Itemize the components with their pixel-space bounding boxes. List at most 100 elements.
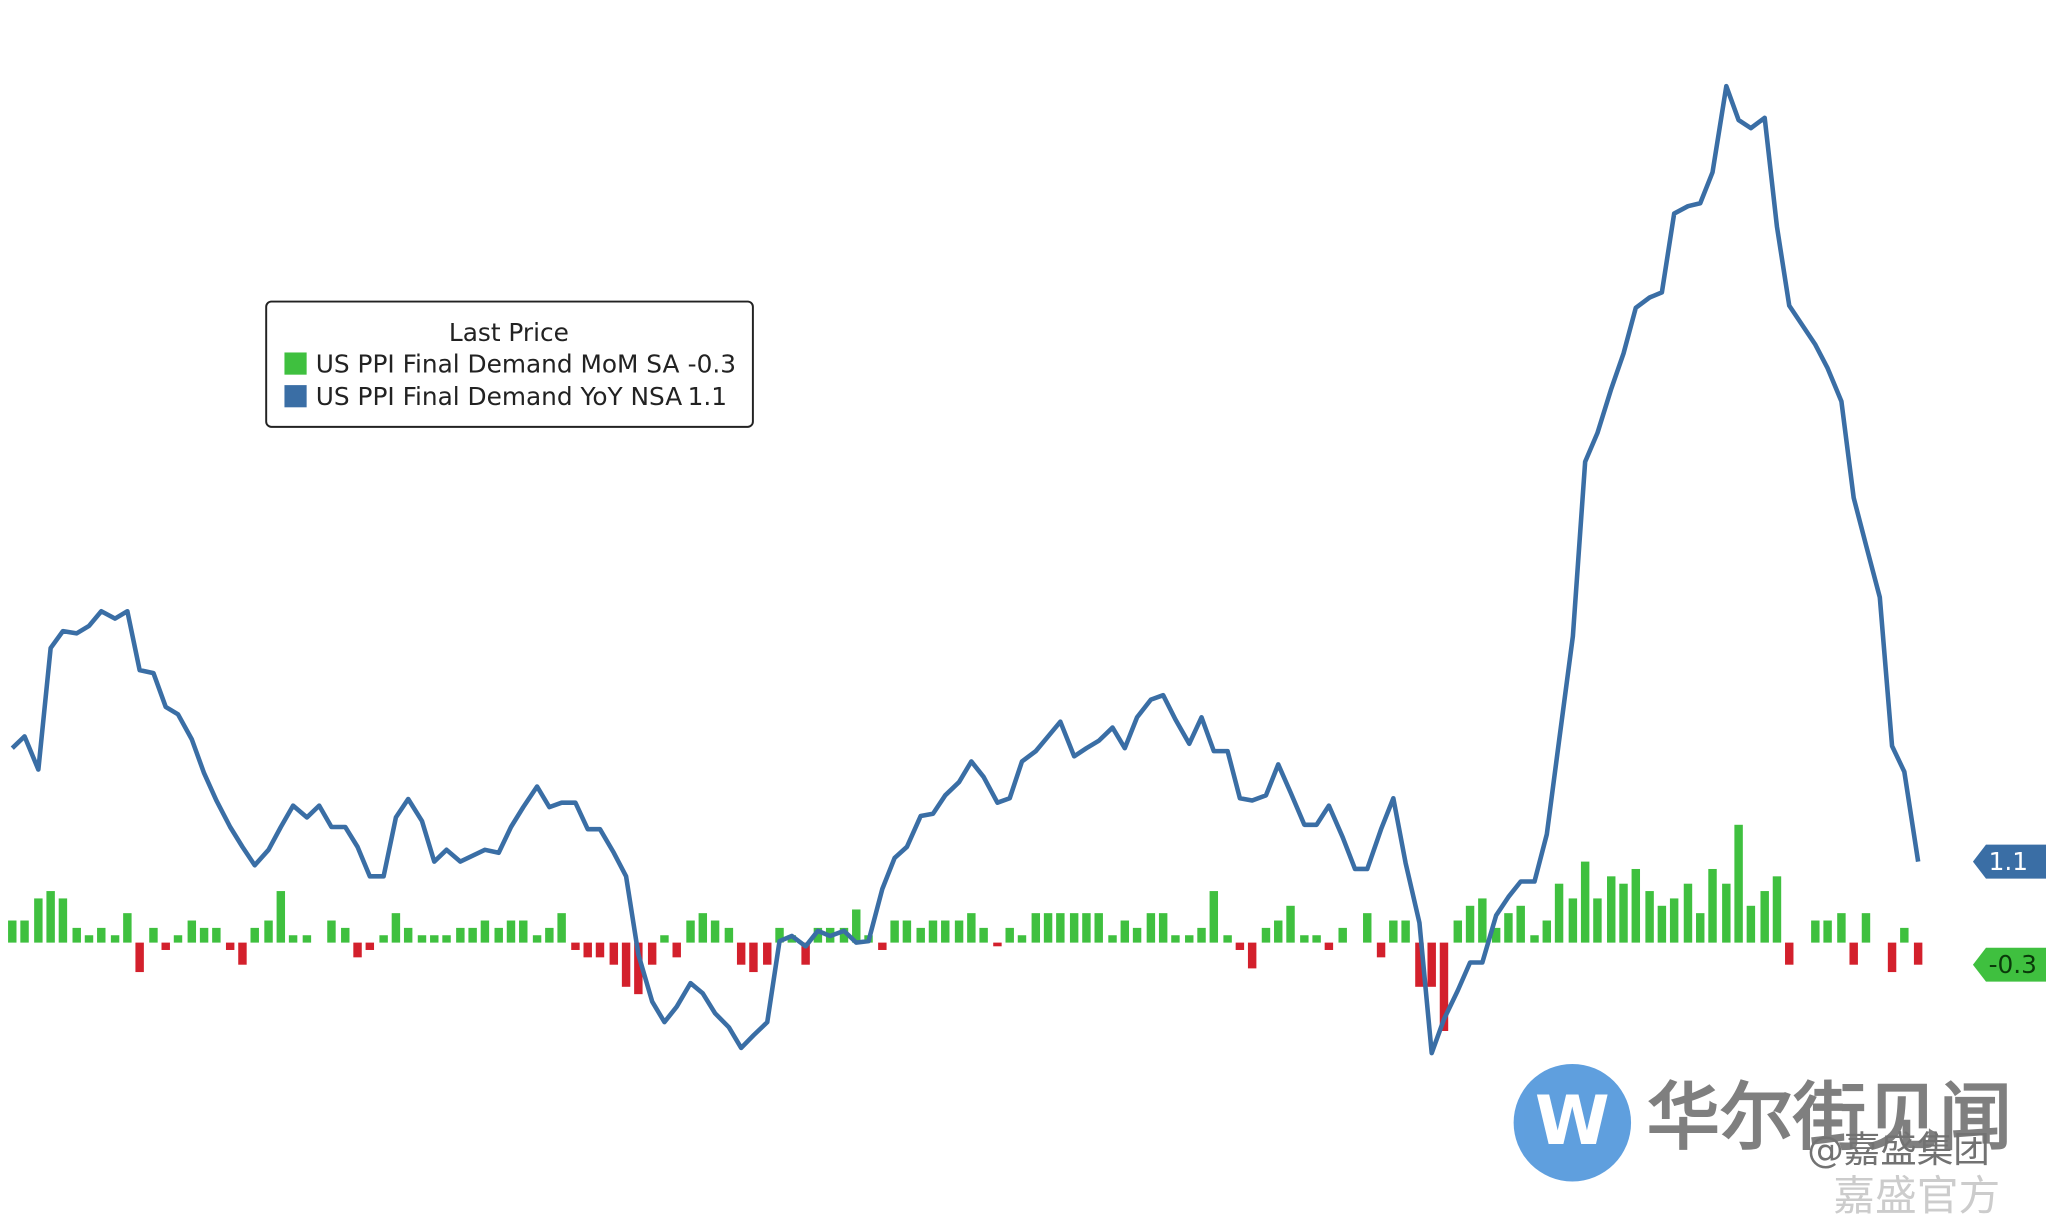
legend-swatch xyxy=(284,352,307,375)
bar xyxy=(480,920,490,943)
bar xyxy=(763,942,772,965)
bar xyxy=(1363,913,1372,943)
bar xyxy=(698,913,708,943)
value-tag xyxy=(1972,947,2046,982)
bar xyxy=(1209,891,1219,943)
bar xyxy=(1094,913,1103,943)
bar xyxy=(1554,883,1564,943)
axes: -0.3 1.1 xyxy=(1972,844,2046,982)
bar xyxy=(1247,942,1257,969)
bar xyxy=(1453,920,1463,943)
bar xyxy=(1389,920,1398,943)
bar xyxy=(1082,913,1091,943)
bar xyxy=(519,920,528,943)
bar xyxy=(1657,905,1667,943)
bar xyxy=(954,920,964,943)
bar xyxy=(276,891,286,943)
bar xyxy=(468,927,477,943)
bar xyxy=(979,927,988,943)
bar xyxy=(916,927,925,943)
bar xyxy=(212,927,221,943)
bar xyxy=(72,927,81,943)
bar xyxy=(1185,935,1194,943)
legend-label: US PPI Final Demand YoY NSA xyxy=(316,382,682,411)
bar xyxy=(878,942,887,950)
bar xyxy=(621,942,631,987)
bar xyxy=(1734,824,1743,943)
bar xyxy=(993,942,1002,947)
bar xyxy=(288,935,298,943)
bar xyxy=(1631,868,1641,943)
bar xyxy=(327,920,336,943)
bar xyxy=(813,927,823,943)
bar xyxy=(1069,913,1079,943)
bar xyxy=(801,942,810,965)
bar xyxy=(1005,927,1014,943)
bar xyxy=(1108,935,1117,943)
bar xyxy=(710,920,720,943)
bar xyxy=(1785,942,1794,965)
bar xyxy=(1887,942,1897,973)
bar xyxy=(1132,927,1142,943)
bar xyxy=(1300,935,1309,943)
bar xyxy=(890,920,899,943)
bar xyxy=(1542,920,1552,943)
bar xyxy=(583,942,592,958)
bar xyxy=(1861,913,1871,943)
bar xyxy=(84,935,94,943)
bar xyxy=(403,927,413,943)
value-tag xyxy=(1972,844,2046,879)
bar xyxy=(1146,913,1156,943)
bar xyxy=(494,927,503,943)
bar xyxy=(672,942,681,958)
bar xyxy=(1619,883,1628,943)
bar xyxy=(1478,898,1487,943)
bar xyxy=(724,927,734,943)
bar xyxy=(442,935,451,943)
bar xyxy=(1491,927,1501,943)
bar xyxy=(1261,927,1271,943)
logo-letter: W xyxy=(1535,1082,1610,1161)
bar xyxy=(1465,905,1475,943)
bar xyxy=(1811,920,1820,943)
bar xyxy=(941,920,950,943)
bar xyxy=(1669,898,1679,943)
bar xyxy=(1568,898,1578,943)
bar xyxy=(250,927,259,943)
legend-box xyxy=(265,300,754,428)
bar xyxy=(1235,942,1245,950)
bar xyxy=(20,920,29,943)
bar xyxy=(199,927,209,943)
bar xyxy=(852,909,861,943)
bar xyxy=(161,942,170,950)
bar xyxy=(149,927,158,943)
bar xyxy=(123,913,132,943)
legend: Last Price US PPI Final Demand MoM SA -0… xyxy=(265,300,754,428)
bar xyxy=(660,935,669,943)
bar xyxy=(787,935,797,943)
legend-swatch xyxy=(284,385,307,408)
bar xyxy=(1696,913,1705,943)
bar xyxy=(686,920,695,943)
bar xyxy=(34,898,43,943)
bar xyxy=(839,927,849,943)
bar xyxy=(456,927,465,943)
bar xyxy=(1683,883,1693,943)
bar xyxy=(1593,898,1602,943)
bar xyxy=(1913,942,1923,965)
bar xyxy=(187,920,197,943)
bar xyxy=(1056,913,1065,943)
bar xyxy=(506,920,516,943)
bar xyxy=(1223,935,1232,943)
bar xyxy=(110,935,120,943)
bar xyxy=(1772,876,1782,943)
bar xyxy=(1900,927,1909,943)
bar xyxy=(8,920,17,943)
watermark-text: 华尔街见闻 xyxy=(1647,1076,2012,1161)
bar xyxy=(135,942,144,973)
bar xyxy=(1607,876,1616,943)
bar xyxy=(1120,920,1130,943)
bar xyxy=(264,920,273,943)
bar xyxy=(341,927,350,943)
